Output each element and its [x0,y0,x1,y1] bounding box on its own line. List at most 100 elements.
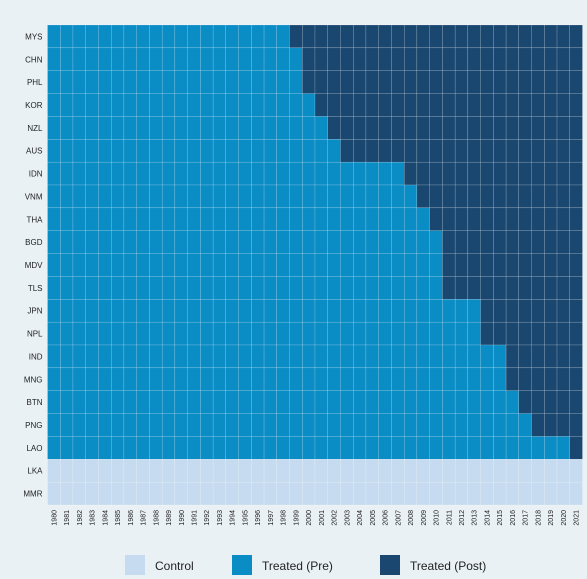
heatmap-cell-PHL-1989 [161,70,176,94]
heatmap-cell-LAO-1985 [111,436,125,460]
heatmap-cell-BGD-2004 [353,230,367,254]
heatmap-cell-VNM-2005 [365,184,379,209]
heatmap-cell-MNG-2010 [429,367,443,391]
x-tick-label-2014: 2014 [484,510,491,526]
heatmap-cell-BGD-2017 [518,230,532,254]
heatmap-cell-MYS-2007 [391,24,405,49]
heatmap-cell-MYS-1994 [225,24,239,49]
heatmap-cell-MMR-2008 [403,481,418,506]
heatmap-cell-TLS-2008 [403,276,418,300]
heatmap-cell-NPL-1992 [200,321,214,346]
heatmap-cell-THA-1992 [200,207,214,231]
heatmap-cell-NPL-1991 [187,321,201,346]
heatmap-cell-NPL-2003 [340,321,354,346]
heatmap-cell-NPL-1989 [161,321,176,346]
heatmap-cell-AUS-2019 [544,139,558,163]
heatmap-cell-KOR-2015 [493,93,507,117]
heatmap-cell-MNG-2001 [314,367,328,391]
heatmap-cell-BGD-1985 [111,230,125,254]
heatmap-cell-THA-2003 [340,207,354,231]
heatmap-cell-IND-2019 [544,344,558,369]
heatmap-cell-IDN-2001 [314,161,328,186]
heatmap-cell-NZL-1987 [136,116,150,140]
heatmap-cell-CHN-1998 [276,47,290,71]
heatmap-cell-NPL-2007 [391,321,405,346]
heatmap-cell-VNM-2017 [518,184,532,209]
heatmap-cell-BTN-1985 [111,390,125,414]
heatmap-cell-TLS-2007 [391,276,405,300]
heatmap-cell-LKA-1996 [251,459,265,483]
legend-swatch-control [125,555,145,575]
heatmap-cell-MNG-2019 [544,367,558,391]
heatmap-cell-BGD-2013 [467,230,481,254]
heatmap-cell-MDV-2019 [544,253,558,277]
heatmap-cell-BGD-1992 [200,230,214,254]
heatmap-cell-IDN-2013 [467,161,481,186]
x-tick-label-2017: 2017 [523,510,530,526]
heatmap-cell-KOR-2012 [454,93,469,117]
heatmap-cell-VNM-2013 [467,184,481,209]
heatmap-cell-MDV-2016 [505,253,519,277]
heatmap-cell-AUS-2021 [569,139,583,163]
heatmap-cell-BTN-2005 [365,390,379,414]
heatmap-cell-NZL-1991 [187,116,201,140]
heatmap-cell-MDV-2011 [442,253,456,277]
heatmap-cell-LKA-2001 [314,459,328,483]
heatmap-cell-JPN-1987 [136,299,150,323]
heatmap-cell-IND-2016 [505,344,519,369]
heatmap-cell-VNM-2010 [429,184,443,209]
heatmap-cell-LKA-1992 [200,459,214,483]
heatmap-cell-IND-2007 [391,344,405,369]
heatmap-cell-LAO-2009 [416,436,430,460]
heatmap-cell-NPL-1982 [72,321,86,346]
heatmap-cell-MMR-2016 [505,481,519,506]
heatmap-cell-LKA-2013 [467,459,481,483]
heatmap-cell-VNM-1980 [47,184,61,209]
heatmap-cell-NZL-1982 [72,116,86,140]
heatmap-cell-PNG-1997 [263,413,277,437]
heatmap-cell-NZL-2017 [518,116,532,140]
heatmap-cell-NZL-1995 [238,116,252,140]
heatmap-cell-BTN-1986 [123,390,137,414]
heatmap-cell-PHL-1986 [123,70,137,94]
heatmap-cell-KOR-1991 [187,93,201,117]
heatmap-cell-KOR-1992 [200,93,214,117]
heatmap-cell-BGD-1994 [225,230,239,254]
x-tick-label-2012: 2012 [459,510,466,526]
heatmap-cell-BGD-2009 [416,230,430,254]
heatmap-cell-BTN-1992 [200,390,214,414]
heatmap-cell-IND-1995 [238,344,252,369]
heatmap-cell-TLS-2019 [544,276,558,300]
heatmap-cell-MYS-2021 [569,24,583,49]
heatmap-cell-MYS-2006 [378,24,392,49]
heatmap-cell-JPN-1982 [72,299,86,323]
heatmap-cell-PNG-2018 [531,413,545,437]
heatmap-cell-BTN-2009 [416,390,430,414]
heatmap-cell-NPL-2006 [378,321,392,346]
heatmap-cell-NZL-1996 [251,116,265,140]
heatmap-cell-CHN-1990 [174,47,188,71]
heatmap-cell-MYS-2008 [403,24,418,49]
heatmap-cell-IND-1982 [72,344,86,369]
heatmap-cell-CHN-2009 [416,47,430,71]
heatmap-cell-AUS-2008 [403,139,418,163]
heatmap-cell-PHL-2004 [353,70,367,94]
heatmap-cell-THA-2012 [454,207,469,231]
heatmap-cell-MYS-1998 [276,24,290,49]
heatmap-cell-THA-2011 [442,207,456,231]
heatmap-cell-CHN-2014 [480,47,494,71]
heatmap-cell-MNG-1988 [149,367,163,391]
heatmap-cell-MYS-1997 [263,24,277,49]
heatmap-cell-MMR-1980 [47,481,61,506]
y-tick-label-KOR: KOR [25,101,43,110]
heatmap-cell-AUS-1988 [149,139,163,163]
heatmap-cell-NPL-2011 [442,321,456,346]
heatmap-cell-JPN-2013 [467,299,481,323]
heatmap-cell-AUS-1999 [289,139,303,163]
heatmap-cell-JPN-1992 [200,299,214,323]
heatmap-cell-LAO-2006 [378,436,392,460]
x-tick-label-2001: 2001 [319,510,326,526]
heatmap-cell-VNM-1998 [276,184,290,209]
heatmap-cell-KOR-1994 [225,93,239,117]
heatmap-cell-MMR-1999 [289,481,303,506]
